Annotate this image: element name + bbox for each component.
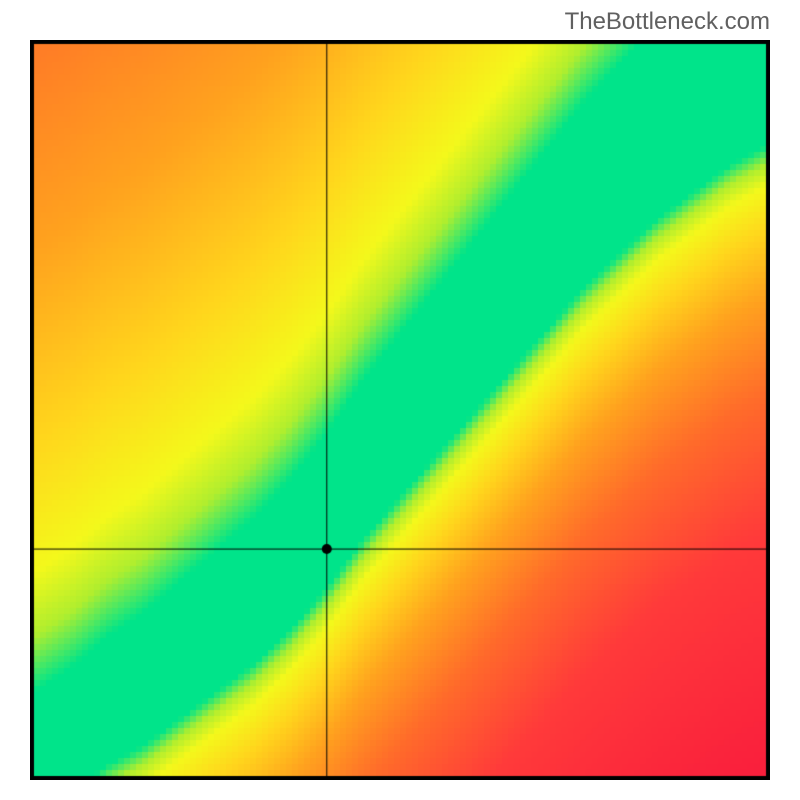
watermark-text: TheBottleneck.com <box>565 8 770 36</box>
bottleneck-heatmap <box>30 40 770 780</box>
heatmap-canvas <box>30 40 770 780</box>
